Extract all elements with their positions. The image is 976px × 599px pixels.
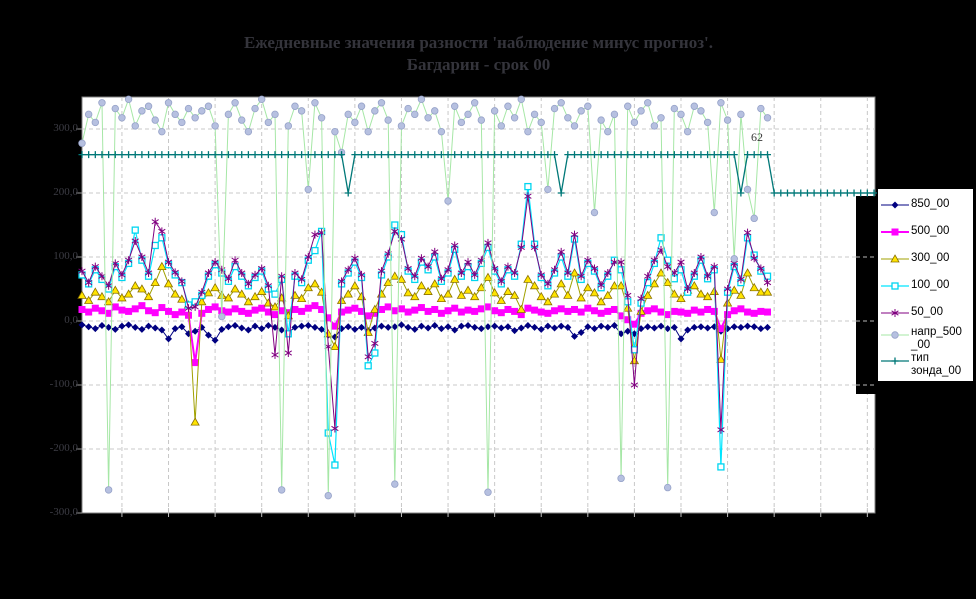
legend-star-icon bbox=[881, 308, 909, 317]
y-axis-tick-label: 200,0 bbox=[53, 186, 78, 198]
series-напр_500_00 bbox=[78, 95, 772, 500]
y-axis-tick-label: -200,0 bbox=[49, 442, 78, 454]
legend-circle-icon bbox=[881, 331, 909, 339]
value-annotation: 62 bbox=[751, 130, 763, 144]
legend-square-icon bbox=[881, 228, 909, 235]
y-axis-tick-label: 0,0 bbox=[64, 314, 78, 326]
legend-item-500_00[interactable]: 500_00 bbox=[880, 218, 973, 245]
chart-title-line1: Ежедневные значения разности 'наблюдение… bbox=[243, 33, 714, 52]
y-axis-tick-label: 300,0 bbox=[53, 122, 78, 134]
y-axis-tick-label: -300,0 bbox=[49, 506, 78, 518]
legend-open-square-icon bbox=[881, 281, 909, 290]
legend-gap-strip bbox=[856, 196, 877, 394]
y-axis-tick-label: -100,0 bbox=[49, 378, 78, 390]
legend-item-label: 100_00 bbox=[911, 279, 950, 291]
legend-item-label: 500_00 bbox=[911, 225, 950, 237]
legend-item-label: 300_00 bbox=[911, 252, 950, 264]
legend-plus-icon bbox=[881, 357, 909, 365]
legend-item-label: 50_00 bbox=[911, 306, 943, 318]
chart-title-line2: Багдарин - срок 00 bbox=[406, 55, 551, 74]
series-тип зонда_00 bbox=[78, 151, 878, 197]
series-50_00 bbox=[78, 192, 772, 434]
legend-item-300_00[interactable]: 300_00 bbox=[880, 245, 973, 272]
legend-triangle-icon bbox=[881, 253, 909, 262]
y-axis-tick-label: 100,0 bbox=[53, 250, 78, 262]
axis-ticks bbox=[76, 128, 868, 517]
legend-item-label: напр_500 _00 bbox=[911, 326, 962, 351]
legend-diamond-icon bbox=[881, 201, 909, 208]
series-500_00 bbox=[78, 302, 772, 367]
series-850_00 bbox=[78, 321, 772, 344]
legend: 850_00 500_00 300_00 100_00 50_00 напр_500 _0… bbox=[877, 188, 974, 382]
legend-item-50_00[interactable]: 50_00 bbox=[880, 299, 973, 326]
legend-item-850_00[interactable]: 850_00 bbox=[880, 191, 973, 218]
gridlines bbox=[82, 97, 875, 513]
legend-item-тип-зонда_00[interactable]: тип зонда_00 bbox=[880, 352, 973, 378]
legend-item-напр_500_00[interactable]: напр_500 _00 bbox=[880, 326, 973, 352]
legend-item-100_00[interactable]: 100_00 bbox=[880, 272, 973, 299]
legend-item-label: 850_00 bbox=[911, 198, 950, 210]
legend-item-label: тип зонда_00 bbox=[911, 352, 962, 377]
